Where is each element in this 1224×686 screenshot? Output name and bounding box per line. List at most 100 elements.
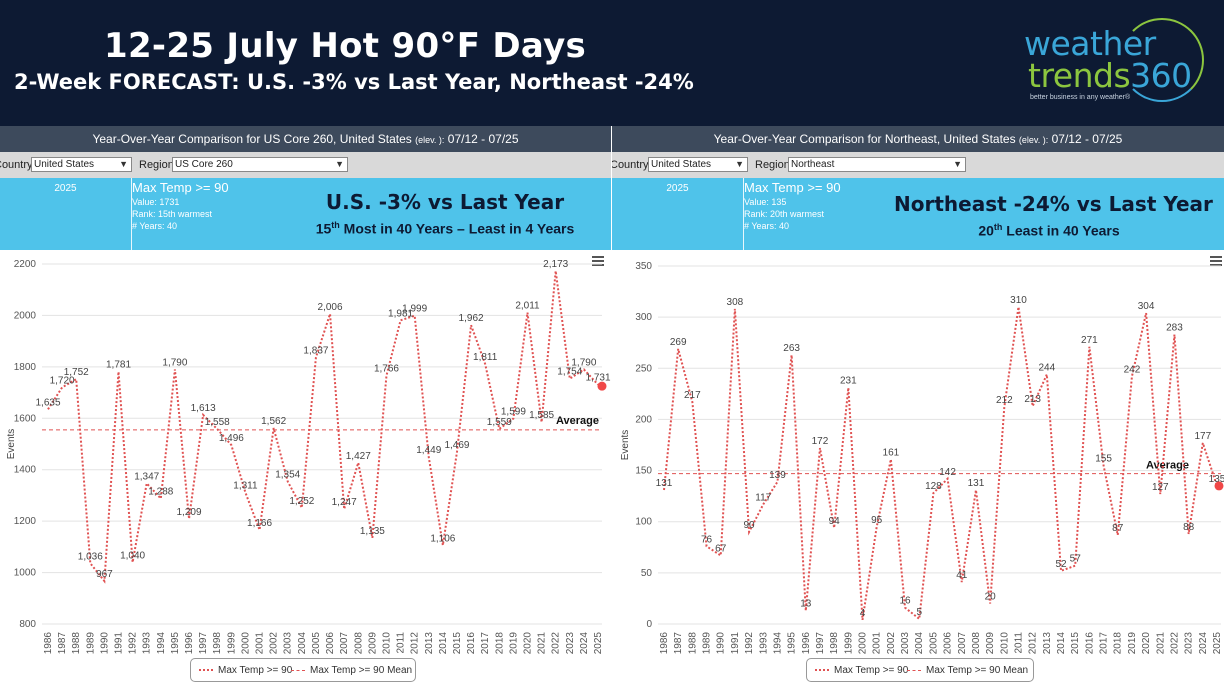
data-label: 1,562 bbox=[261, 416, 286, 427]
x-tick-label: 1995 bbox=[787, 632, 798, 655]
x-tick-label: 1994 bbox=[156, 632, 167, 655]
data-label: 310 bbox=[1010, 295, 1027, 306]
data-label: 67 bbox=[715, 543, 727, 554]
data-label: 4 bbox=[860, 608, 866, 619]
y-axis-label: Events bbox=[6, 429, 17, 460]
legend-item-mean[interactable]: Max Temp >= 90 Mean bbox=[907, 665, 1028, 676]
callout-rank-text: Least in 40 Years bbox=[1002, 222, 1120, 239]
region-select-value: US Core 260 bbox=[175, 159, 233, 170]
x-tick-label: 2007 bbox=[957, 632, 968, 655]
x-tick-label: 2011 bbox=[1013, 632, 1024, 654]
data-label: 1,790 bbox=[571, 357, 596, 368]
legend-item-series[interactable]: Max Temp >= 90 bbox=[199, 665, 292, 676]
data-label: 1,962 bbox=[459, 313, 484, 324]
x-tick-label: 1999 bbox=[843, 632, 854, 655]
chevron-down-icon: ▼ bbox=[335, 159, 344, 169]
x-tick-label: 2001 bbox=[255, 632, 266, 655]
x-tick-label: 2015 bbox=[452, 632, 463, 655]
data-label: 94 bbox=[829, 516, 841, 527]
x-tick-label: 2016 bbox=[1084, 632, 1095, 655]
x-tick-label: 2016 bbox=[466, 632, 477, 655]
country-select[interactable]: United States ▼ bbox=[31, 157, 132, 172]
panel-title-dates: 07/12 - 07/25 bbox=[447, 132, 519, 146]
average-label: Average bbox=[556, 415, 599, 427]
data-label: 161 bbox=[883, 447, 900, 458]
panel-title-elev: (elev. ): bbox=[1018, 135, 1049, 145]
x-tick-label: 1987 bbox=[57, 632, 68, 655]
y-tick-label: 100 bbox=[635, 517, 652, 528]
data-label: 1,496 bbox=[219, 433, 244, 444]
year-column: 2025 bbox=[612, 178, 744, 250]
metric-rank: Rank: 20th warmest bbox=[744, 209, 825, 219]
data-label: 244 bbox=[1039, 362, 1056, 373]
x-tick-label: 2020 bbox=[522, 632, 533, 655]
panel-title: Year-Over-Year Comparison for US Core 26… bbox=[0, 126, 611, 152]
x-tick-label: 2002 bbox=[269, 632, 280, 655]
x-tick-label: 1989 bbox=[85, 632, 96, 655]
legend-swatch bbox=[291, 669, 305, 671]
data-label: 967 bbox=[96, 569, 113, 580]
weathertrends360-logo: weather trends360 better business in any… bbox=[1020, 18, 1210, 114]
data-label: 1,585 bbox=[529, 410, 554, 421]
data-label: 1,135 bbox=[360, 526, 385, 537]
country-select-value: United States bbox=[34, 159, 95, 170]
x-tick-label: 1999 bbox=[226, 632, 237, 655]
data-label: 1,599 bbox=[501, 407, 526, 418]
chart-menu-icon[interactable] bbox=[592, 256, 604, 266]
data-label: 1,247 bbox=[332, 497, 357, 508]
data-label: 1,311 bbox=[233, 481, 258, 492]
data-label: 5 bbox=[916, 607, 922, 618]
y-tick-label: 200 bbox=[635, 414, 652, 425]
metric-block: Max Temp >= 90 Value: 135 Rank: 20th war… bbox=[744, 180, 841, 231]
y-tick-label: 1800 bbox=[14, 362, 37, 373]
y-tick-label: 1000 bbox=[14, 568, 37, 579]
callout-headline: Northeast -24% vs Last Year bbox=[894, 192, 1213, 216]
country-select-value: United States bbox=[651, 159, 712, 170]
region-select-value: Northeast bbox=[791, 159, 835, 170]
metric-years: # Years: 40 bbox=[744, 221, 790, 231]
x-tick-label: 2022 bbox=[1169, 632, 1180, 655]
x-tick-label: 2023 bbox=[565, 632, 576, 655]
x-tick-label: 1988 bbox=[71, 632, 82, 655]
legend-swatch bbox=[815, 669, 829, 672]
data-label: 135 bbox=[1209, 474, 1224, 485]
callout: Northeast -24% vs Last Year 20th Least i… bbox=[894, 192, 1213, 239]
data-label: 308 bbox=[727, 297, 744, 308]
region-select[interactable]: Northeast ▼ bbox=[788, 157, 966, 172]
legend-label: Max Temp >= 90 bbox=[218, 665, 293, 676]
data-label: 57 bbox=[1070, 554, 1082, 565]
data-label: 142 bbox=[939, 467, 956, 478]
region-select[interactable]: US Core 260 ▼ bbox=[172, 157, 348, 172]
x-tick-label: 1989 bbox=[702, 632, 713, 655]
metric-name: Max Temp >= 90 bbox=[132, 180, 229, 195]
legend-item-mean[interactable]: Max Temp >= 90 Mean bbox=[291, 665, 412, 676]
country-select[interactable]: United States ▼ bbox=[648, 157, 748, 172]
data-label: 177 bbox=[1194, 431, 1211, 442]
x-tick-label: 2010 bbox=[999, 632, 1010, 655]
y-tick-label: 250 bbox=[635, 363, 652, 374]
data-label: 155 bbox=[1095, 453, 1112, 464]
y-tick-label: 150 bbox=[635, 466, 652, 477]
filter-bar: Country: United States ▼ Region: Northeas… bbox=[612, 152, 1224, 178]
data-label: 1,106 bbox=[430, 533, 455, 544]
x-tick-label: 1991 bbox=[730, 632, 741, 655]
legend-swatch bbox=[199, 669, 213, 672]
logo-ring-icon bbox=[1120, 18, 1204, 102]
x-tick-label: 1992 bbox=[128, 632, 139, 655]
x-tick-label: 2014 bbox=[438, 632, 449, 655]
y-tick-label: 2200 bbox=[14, 259, 37, 270]
x-tick-label: 1991 bbox=[114, 632, 125, 655]
metric-name: Max Temp >= 90 bbox=[744, 180, 841, 195]
y-tick-label: 800 bbox=[19, 619, 36, 630]
metric-block: Max Temp >= 90 Value: 1731 Rank: 15th wa… bbox=[132, 180, 229, 231]
chart-us: 800 1000 1200 1400 1600 1800 2000 2200 Events 198… bbox=[6, 259, 611, 655]
chart-menu-icon[interactable] bbox=[1210, 256, 1222, 266]
header-banner: 12-25 July Hot 90°F Days 2-Week FORECAST… bbox=[0, 0, 1224, 126]
legend-item-series[interactable]: Max Temp >= 90 bbox=[815, 665, 908, 676]
data-label: 128 bbox=[925, 481, 942, 492]
data-label: 1,036 bbox=[78, 551, 103, 562]
callout-rank: 15 bbox=[315, 220, 332, 237]
panel-us: Year-Over-Year Comparison for US Core 26… bbox=[0, 126, 611, 686]
data-label: 117 bbox=[755, 492, 771, 503]
